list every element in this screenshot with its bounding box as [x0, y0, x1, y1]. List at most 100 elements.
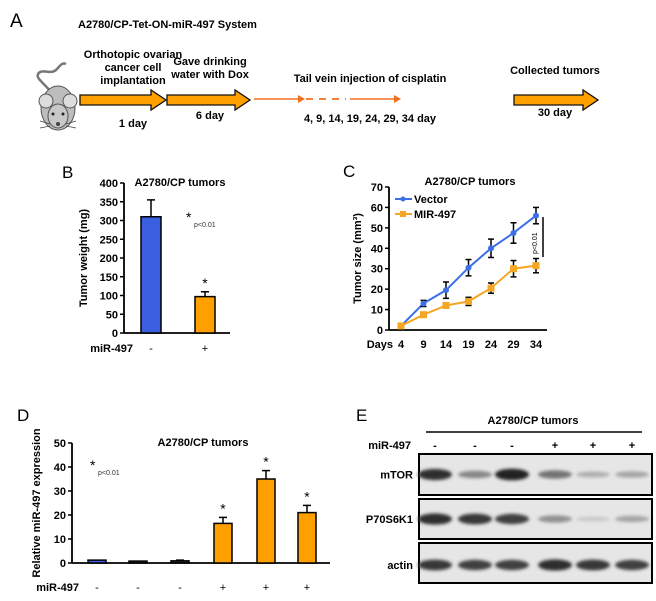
- y-axis-label: Tumor size (mm³): [352, 213, 364, 304]
- chart-title: A2780/CP tumors: [425, 176, 516, 188]
- data-point: [510, 265, 517, 273]
- x-tick-label: 4: [398, 339, 405, 351]
- x-tick-label: 9: [420, 339, 426, 351]
- y-tick-label: 250: [100, 234, 118, 246]
- protein-band: [576, 516, 610, 522]
- y-tick-label: 0: [60, 558, 66, 570]
- bar: [170, 560, 190, 564]
- panel-d-chart: A2780/CP tumors 0 10 20 30 40 50 Relative miR-4…: [31, 428, 330, 594]
- y-tick-label: 20: [54, 510, 66, 522]
- timeline-arrow: [166, 88, 252, 112]
- lane-label: -: [510, 440, 514, 452]
- p-value-annotation: p<0.01: [194, 222, 216, 229]
- step-label: Collected tumors: [510, 65, 600, 77]
- significance-star: *: [220, 500, 226, 516]
- step-label: cancer cell: [105, 62, 162, 74]
- panel-letter: A: [10, 11, 23, 32]
- timeline-arrow: [513, 88, 600, 112]
- significance-star: *: [263, 454, 269, 470]
- significance-star: *: [202, 275, 208, 291]
- protein-band: [418, 513, 452, 525]
- step-day: 4, 9, 14, 19, 24, 29, 34 day: [304, 113, 437, 125]
- protein-band: [495, 513, 529, 525]
- protein-band: [418, 468, 452, 481]
- y-tick-label: 40: [371, 243, 383, 255]
- bar: [140, 216, 162, 334]
- step-label: implantation: [100, 75, 166, 87]
- step-label: water with Dox: [170, 69, 250, 81]
- y-tick-label: 100: [100, 291, 118, 303]
- protein-band: [538, 470, 572, 479]
- protein-band: [458, 513, 492, 525]
- y-axis-label: Tumor weight (mg): [78, 209, 90, 308]
- significance-star: *: [90, 457, 96, 473]
- p-value-annotation: p<0.01: [98, 470, 120, 477]
- chart-title: A2780/CP tumors: [158, 437, 249, 449]
- chart-title: A2780/CP tumors: [135, 177, 226, 189]
- protein-band: [615, 559, 649, 571]
- category-label: -: [178, 582, 182, 594]
- arrowhead: [394, 95, 401, 103]
- bar: [256, 478, 276, 564]
- y-tick-label: 70: [371, 182, 383, 194]
- protein-band: [495, 468, 529, 481]
- legend-label: MIR-497: [414, 209, 456, 221]
- bar: [213, 522, 233, 564]
- data-point: [420, 300, 427, 307]
- y-tick-label: 40: [54, 462, 66, 474]
- data-point: [510, 229, 517, 236]
- x-axis-label: Days: [367, 339, 393, 351]
- protein-band: [615, 471, 649, 478]
- panel-a: A A2780/CP-Tet-ON-miR-497 System Orthoto…: [10, 11, 600, 131]
- y-tick-label: 300: [100, 216, 118, 228]
- step-day: 30 day: [538, 107, 573, 119]
- blot-label: P70S6K1: [366, 514, 413, 526]
- x-axis-label: miR-497: [90, 343, 133, 355]
- y-tick-label: 50: [371, 223, 383, 235]
- y-tick-label: 350: [100, 197, 118, 209]
- x-tick-label: 34: [530, 339, 543, 351]
- category-label: -: [149, 343, 153, 355]
- bar: [87, 559, 107, 564]
- legend-marker: [400, 211, 406, 217]
- lane-label: -: [433, 440, 437, 452]
- y-tick-label: 200: [100, 253, 118, 265]
- x-axis-label: miR-497: [36, 582, 79, 594]
- lane-label: +: [629, 440, 635, 452]
- protein-band: [576, 471, 610, 478]
- blot-title: A2780/CP tumors: [488, 415, 579, 427]
- blot-membrane: [418, 453, 653, 496]
- y-tick-label: 30: [371, 264, 383, 276]
- y-tick-label: 0: [377, 325, 383, 337]
- lane-label: +: [590, 440, 596, 452]
- data-point: [420, 311, 427, 319]
- data-point: [465, 297, 472, 305]
- x-tick-label: 29: [507, 339, 519, 351]
- y-tick-label: 0: [112, 328, 118, 340]
- panel-letter: B: [62, 163, 73, 182]
- y-tick-label: 50: [54, 438, 66, 450]
- data-point: [487, 284, 495, 292]
- y-tick-label: 10: [54, 534, 66, 546]
- protein-band: [538, 559, 572, 571]
- step-label: Orthotopic ovarian: [84, 49, 183, 61]
- step-label: Tail vein injection of cisplatin: [294, 73, 447, 85]
- panel-c-chart: A2780/CP tumors 0 10 20 30 40 50 60 70 Tumor size…: [352, 176, 547, 351]
- bar: [194, 295, 216, 334]
- legend-marker: [400, 196, 406, 202]
- category-label: +: [263, 582, 269, 594]
- step-day: 6 day: [196, 110, 225, 122]
- panel-e: E A2780/CP tumors miR-497 - - - + + + mTOR P70S…: [356, 406, 653, 584]
- y-axis-label: Relative miR-497 expression: [31, 428, 43, 577]
- significance-star: *: [304, 488, 310, 504]
- arrowhead: [298, 95, 305, 103]
- data-point: [533, 212, 539, 219]
- protein-band: [576, 559, 610, 571]
- y-tick-label: 20: [371, 284, 383, 296]
- p-value-annotation: p<0.01: [532, 232, 539, 254]
- panel-letter: C: [343, 162, 355, 181]
- x-tick-label: 19: [462, 339, 474, 351]
- panel-a-title: A2780/CP-Tet-ON-miR-497 System: [78, 19, 257, 31]
